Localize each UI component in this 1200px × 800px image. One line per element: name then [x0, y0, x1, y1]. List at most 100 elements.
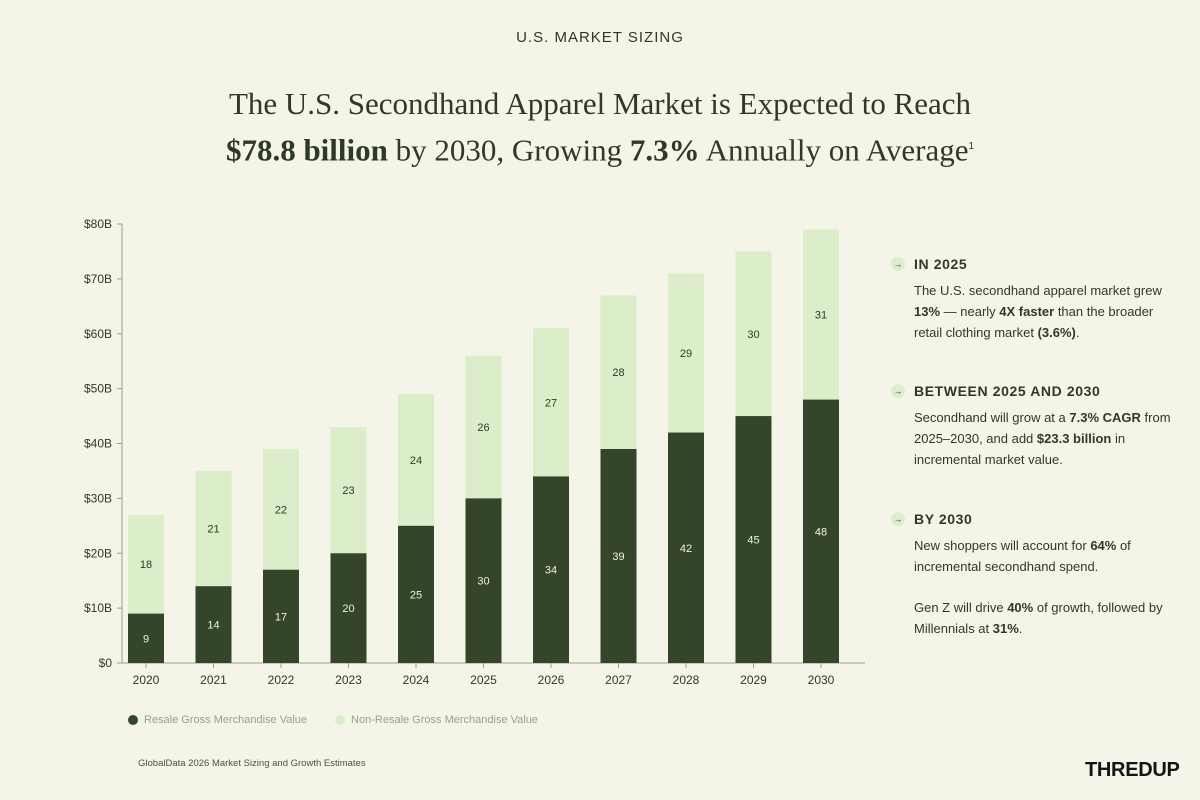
bar-resale: [735, 416, 772, 663]
text: of incremental secondhand spend.: [914, 538, 1131, 574]
data-label-resale: 17: [275, 611, 287, 623]
insight-paragraph: New shoppers will account for 64% of inc…: [914, 535, 1181, 577]
bar-resale: [398, 525, 434, 663]
stat: 64%: [1090, 538, 1117, 553]
bar-non-resale: [398, 394, 434, 526]
data-label-resale: 34: [545, 565, 557, 577]
insight-body: The U.S. secondhand apparel market grew …: [914, 280, 1181, 343]
y-tick-label: $70B: [84, 272, 112, 286]
x-tick-label: 2022: [268, 673, 295, 687]
bar-resale: [195, 586, 232, 663]
data-label-non-resale: 31: [815, 310, 827, 322]
insight-title: BY 2030: [914, 511, 973, 527]
data-label-resale: 14: [207, 620, 219, 632]
text: Secondhand will grow at a: [914, 410, 1070, 425]
text: New shoppers will account for: [914, 538, 1091, 553]
x-tick-label: 2030: [808, 673, 835, 687]
data-label-resale: 42: [680, 543, 692, 555]
headline-value: $78.8 billion: [225, 132, 388, 168]
insight-title: BETWEEN 2025 AND 2030: [914, 383, 1101, 399]
text: from 2025–2030, and add: [914, 410, 1171, 446]
data-label-resale: 45: [747, 535, 759, 547]
y-tick-label: $50B: [84, 382, 112, 396]
legend-item-non-resale: Non-Resale Gross Merchandise Value: [335, 714, 538, 726]
data-label-resale: 25: [410, 589, 422, 601]
y-tick-label: $30B: [84, 491, 112, 505]
text: Gen Z will drive: [914, 600, 1008, 615]
data-label-non-resale: 28: [612, 367, 624, 379]
x-tick-label: 2024: [403, 673, 430, 687]
bar-resale: [668, 432, 704, 663]
headline: The U.S. Secondhand Apparel Market is Ex…: [0, 82, 1200, 171]
legend-item-resale: Resale Gross Merchandise Value: [128, 714, 307, 726]
data-label-resale: 9: [143, 633, 149, 645]
eyebrow-label: U.S. MARKET SIZING: [516, 29, 684, 46]
x-tick-label: 2021: [200, 673, 227, 687]
stat: 4X faster: [999, 304, 1055, 319]
headline-line-2: $78.8 billion by 2030, Growing 7.3% Annu…: [0, 125, 1200, 171]
stat: $23.3 billion: [1036, 431, 1112, 446]
x-tick-label: 2027: [605, 673, 632, 687]
text: The U.S. secondhand apparel market grew: [914, 283, 1162, 298]
text: than the broader retail clothing market: [914, 304, 1154, 340]
data-label-non-resale: 18: [140, 559, 152, 571]
stat: (3.6%): [1037, 325, 1076, 340]
data-label-resale: 48: [815, 526, 827, 538]
stat: 40%: [1007, 600, 1034, 615]
data-label-non-resale: 21: [207, 524, 219, 536]
headline-rate: 7.3%: [629, 132, 700, 168]
headline-mid: by 2030, Growing: [387, 132, 630, 168]
insight-2030: → BY 2030 New shoppers will account for …: [891, 511, 1181, 639]
x-tick-label: 2026: [538, 673, 565, 687]
data-label-resale: 20: [342, 603, 354, 615]
legend-swatch-non-resale: [335, 715, 346, 725]
legend-label: Resale Gross Merchandise Value: [144, 714, 308, 726]
data-label-non-resale: 29: [680, 348, 692, 360]
y-tick-label: $10B: [84, 601, 112, 615]
bar-resale: [803, 399, 839, 663]
bar-non-resale: [533, 328, 569, 477]
bar-non-resale: [330, 427, 367, 554]
bar-non-resale: [803, 229, 839, 400]
insight-2025: → IN 2025 The U.S. secondhand apparel ma…: [891, 256, 1181, 343]
y-tick-label: $20B: [84, 546, 112, 560]
insight-title: IN 2025: [914, 256, 968, 272]
headline-line-1: The U.S. Secondhand Apparel Market is Ex…: [228, 86, 972, 121]
data-label-resale: 30: [477, 576, 489, 588]
data-label-non-resale: 27: [545, 397, 557, 409]
bar-resale: [600, 448, 637, 663]
x-tick-label: 2020: [133, 673, 160, 687]
insight-body: Secondhand will grow at a 7.3% CAGR from…: [914, 407, 1181, 470]
x-tick-label: 2028: [673, 673, 700, 687]
source-note: GlobalData 2026 Market Sizing and Growth…: [138, 758, 366, 769]
y-tick-label: $60B: [84, 327, 112, 341]
insight-body: New shoppers will account for 64% of inc…: [914, 535, 1181, 639]
text: .: [1018, 621, 1023, 636]
bar-non-resale: [195, 470, 232, 587]
footnote-marker: 1: [968, 141, 975, 152]
bar-resale: [128, 613, 164, 663]
stat: 13%: [914, 304, 941, 319]
bar-resale: [533, 476, 569, 663]
bar-non-resale: [600, 295, 637, 449]
bar-resale: [330, 553, 367, 663]
data-label-non-resale: 22: [275, 504, 287, 516]
x-tick-label: 2025: [470, 673, 497, 687]
bar-non-resale: [735, 251, 772, 417]
bar-resale: [263, 569, 299, 663]
data-label-non-resale: 24: [410, 455, 422, 467]
x-tick-label: 2029: [740, 673, 767, 687]
text: — nearly: [940, 304, 1000, 319]
y-tick-label: $0: [99, 656, 113, 670]
bar-non-resale: [465, 355, 502, 499]
data-label-resale: 39: [612, 551, 624, 563]
data-label-non-resale: 26: [477, 422, 489, 434]
y-tick-label: $80B: [84, 217, 112, 231]
insight-2025-2030: → BETWEEN 2025 AND 2030 Secondhand will …: [891, 383, 1181, 470]
data-label-non-resale: 23: [342, 485, 354, 497]
stat: 7.3% CAGR: [1069, 410, 1141, 425]
stat: 31%: [992, 621, 1019, 636]
arrow-right-icon: →: [891, 384, 905, 398]
legend-swatch-resale: [128, 715, 138, 725]
